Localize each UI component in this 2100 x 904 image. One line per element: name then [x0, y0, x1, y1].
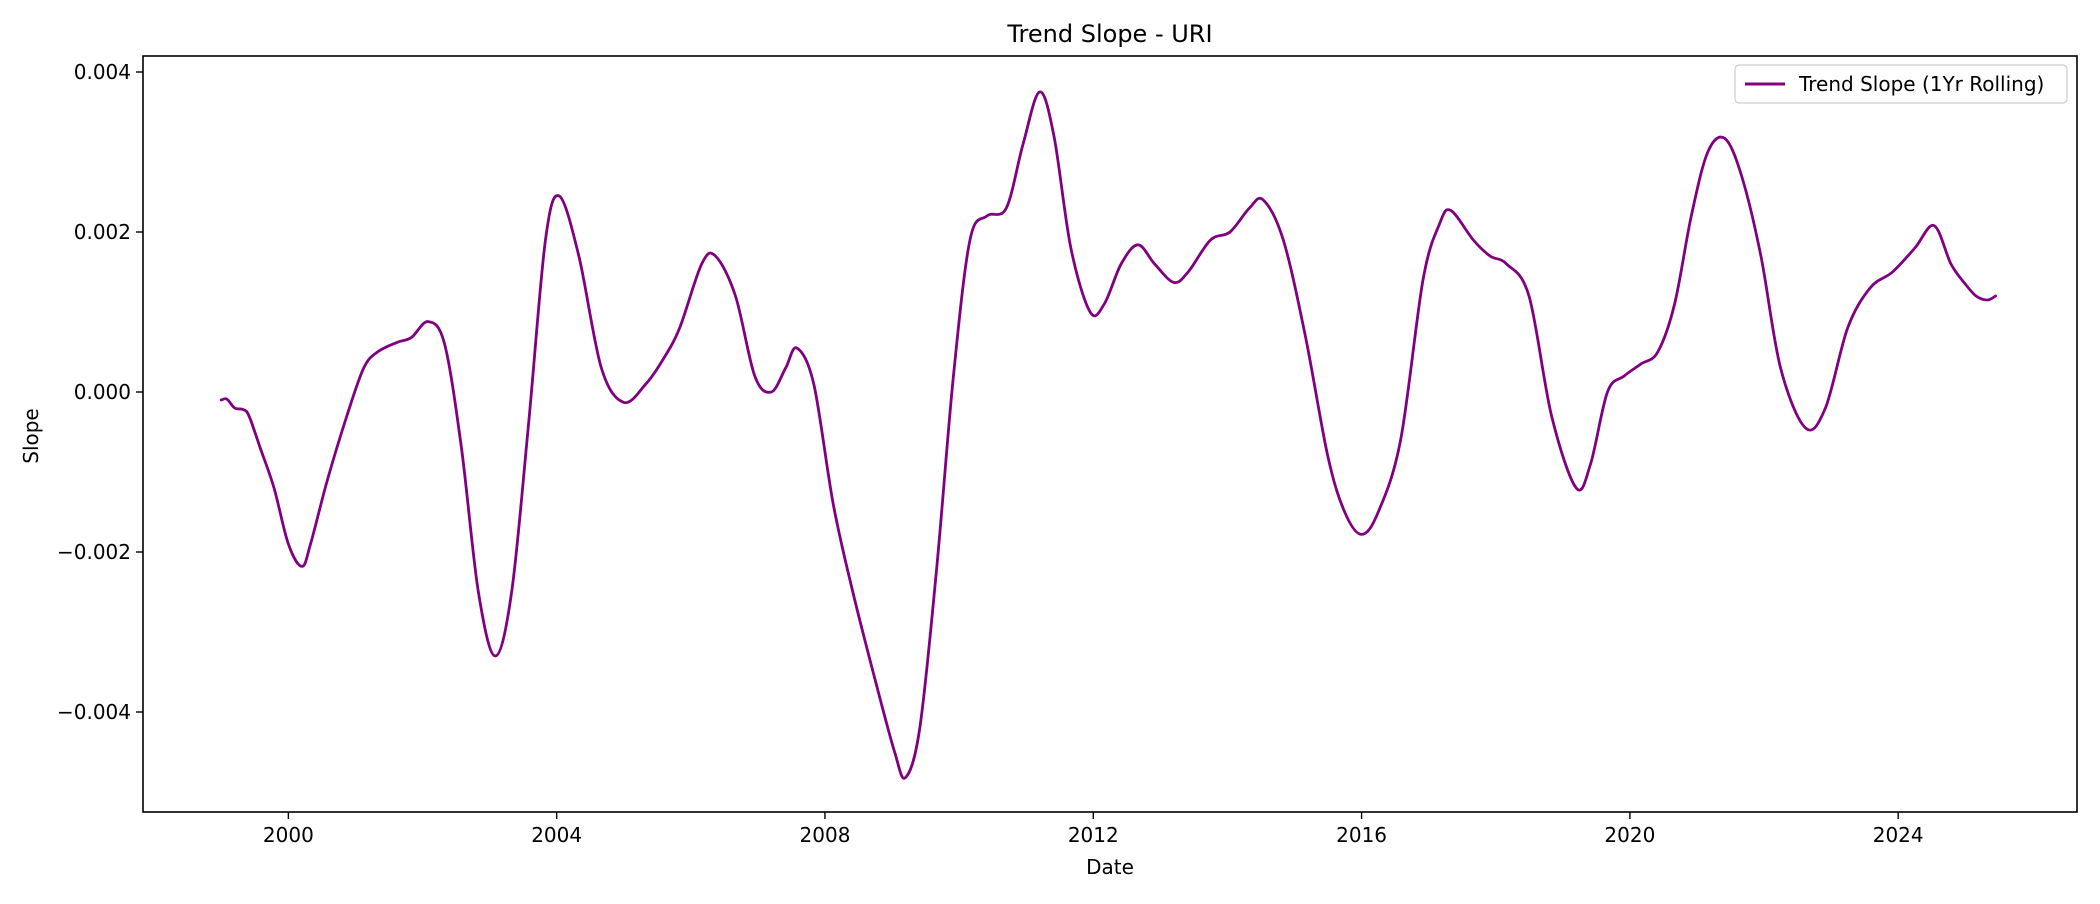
y-tick-label: 0.004 — [74, 60, 131, 84]
x-tick-label: 2008 — [800, 823, 851, 847]
chart-title: Trend Slope - URI — [1006, 20, 1212, 48]
plot-frame — [142, 55, 2078, 813]
legend: Trend Slope (1Yr Rolling) — [1734, 64, 2068, 104]
y-axis: −0.004 −0.002 0.000 0.002 0.004 — [57, 60, 143, 724]
x-tick-label: 2012 — [1068, 823, 1119, 847]
x-tick-label: 2016 — [1336, 823, 1387, 847]
y-tick-label: −0.004 — [57, 700, 131, 724]
plot-area — [219, 90, 1997, 780]
y-tick-label: 0.000 — [74, 380, 131, 404]
legend-box — [1734, 64, 2068, 104]
y-axis-label: Slope — [19, 408, 43, 464]
x-tick-label: 2024 — [1873, 823, 1924, 847]
legend-entry-label: Trend Slope (1Yr Rolling) — [1798, 72, 2044, 96]
x-tick-label: 2004 — [531, 823, 582, 847]
x-axis: 2000 2004 2008 2012 2016 2020 2024 — [263, 812, 1924, 847]
x-tick-label: 2000 — [263, 823, 314, 847]
series-line-trend-slope — [219, 90, 1997, 780]
y-tick-label: −0.002 — [57, 540, 131, 564]
x-tick-label: 2020 — [1604, 823, 1655, 847]
x-axis-label: Date — [1086, 855, 1134, 879]
y-tick-label: 0.002 — [74, 220, 131, 244]
